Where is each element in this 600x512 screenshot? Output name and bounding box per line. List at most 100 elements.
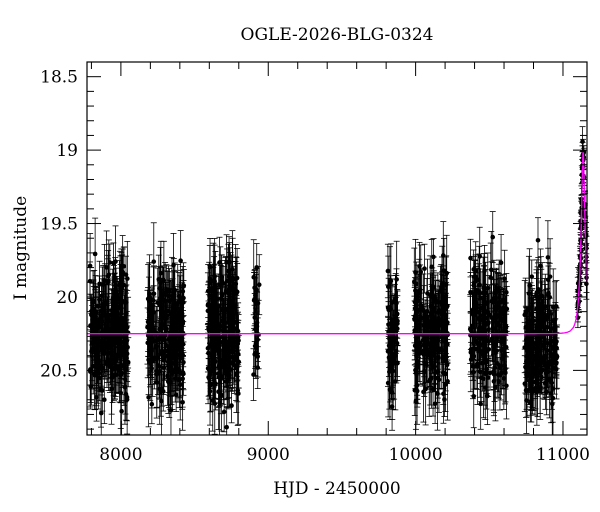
data-point xyxy=(100,329,105,334)
data-point xyxy=(252,296,257,302)
data-point xyxy=(91,313,96,319)
data-point xyxy=(92,251,98,257)
data-point xyxy=(489,315,494,320)
data-point xyxy=(471,282,477,288)
data-point xyxy=(504,306,510,312)
data-point xyxy=(227,287,232,293)
data-point xyxy=(112,296,118,301)
data-point xyxy=(93,323,99,329)
data-point xyxy=(490,234,496,240)
data-point xyxy=(217,335,222,341)
chart-title: OGLE-2026-BLG-0324 xyxy=(241,25,434,45)
data-point xyxy=(412,279,417,285)
data-point xyxy=(210,398,216,403)
data-point xyxy=(500,317,506,323)
data-point xyxy=(412,299,418,305)
data-point xyxy=(101,350,107,355)
data-point xyxy=(415,334,421,339)
data-point xyxy=(219,291,224,297)
data-point xyxy=(173,339,179,344)
data-point xyxy=(442,397,447,402)
data-point xyxy=(181,295,186,301)
data-point xyxy=(229,403,234,408)
data-point xyxy=(232,305,237,310)
data-point xyxy=(478,295,483,301)
data-point xyxy=(487,370,493,376)
data-point xyxy=(181,359,186,365)
data-point xyxy=(103,359,109,364)
data-point xyxy=(391,357,397,362)
data-point xyxy=(168,311,173,317)
data-points xyxy=(87,126,590,436)
data-point xyxy=(493,349,498,354)
data-point xyxy=(158,270,164,276)
data-point xyxy=(94,362,99,367)
data-point xyxy=(443,334,448,340)
data-point xyxy=(472,274,477,280)
data-point xyxy=(443,282,449,287)
data-point xyxy=(414,309,420,315)
data-point xyxy=(99,366,105,371)
data-point xyxy=(150,339,155,344)
data-point xyxy=(252,343,258,349)
data-point xyxy=(477,342,483,347)
data-point xyxy=(227,259,232,265)
data-point xyxy=(230,267,235,272)
data-point xyxy=(119,408,124,414)
data-point xyxy=(491,369,496,374)
data-point xyxy=(159,386,165,392)
data-point xyxy=(174,333,180,338)
data-point xyxy=(488,275,494,280)
data-point xyxy=(151,298,156,303)
data-point xyxy=(475,277,481,283)
data-point xyxy=(255,337,260,342)
data-point xyxy=(412,343,418,349)
data-point xyxy=(159,398,164,404)
data-point xyxy=(421,333,426,338)
data-point xyxy=(472,304,478,310)
data-point xyxy=(163,326,169,332)
data-point xyxy=(213,309,218,314)
data-point xyxy=(394,340,400,346)
data-point xyxy=(166,293,171,299)
data-point xyxy=(232,357,238,363)
data-point xyxy=(493,384,498,390)
data-point xyxy=(503,366,508,372)
data-point xyxy=(154,380,160,385)
data-point xyxy=(254,320,260,325)
data-point xyxy=(387,369,392,375)
data-point xyxy=(122,357,128,362)
data-point xyxy=(151,259,157,264)
data-point xyxy=(485,320,491,326)
data-point xyxy=(224,424,229,430)
data-point xyxy=(207,264,213,270)
data-point xyxy=(492,306,498,312)
data-point xyxy=(481,285,487,290)
data-point xyxy=(417,307,423,312)
data-point xyxy=(151,291,157,297)
data-point xyxy=(124,311,129,316)
data-point xyxy=(432,401,438,407)
data-point xyxy=(113,259,118,264)
data-point xyxy=(385,380,391,386)
data-point xyxy=(418,302,424,308)
data-point xyxy=(124,394,130,400)
data-point xyxy=(161,297,166,302)
data-point xyxy=(160,293,165,298)
data-point xyxy=(107,260,113,265)
data-point xyxy=(484,367,490,372)
data-point xyxy=(443,382,448,387)
data-point xyxy=(422,266,427,271)
data-point xyxy=(230,320,236,326)
x-axis-label: HJD - 2450000 xyxy=(273,479,401,499)
data-point xyxy=(114,353,120,358)
data-point xyxy=(149,401,155,407)
data-point xyxy=(255,365,261,370)
data-point xyxy=(468,347,474,352)
data-point xyxy=(146,395,151,400)
data-point xyxy=(389,390,395,395)
data-point xyxy=(159,326,164,332)
data-point xyxy=(256,282,262,287)
data-point xyxy=(108,327,114,333)
